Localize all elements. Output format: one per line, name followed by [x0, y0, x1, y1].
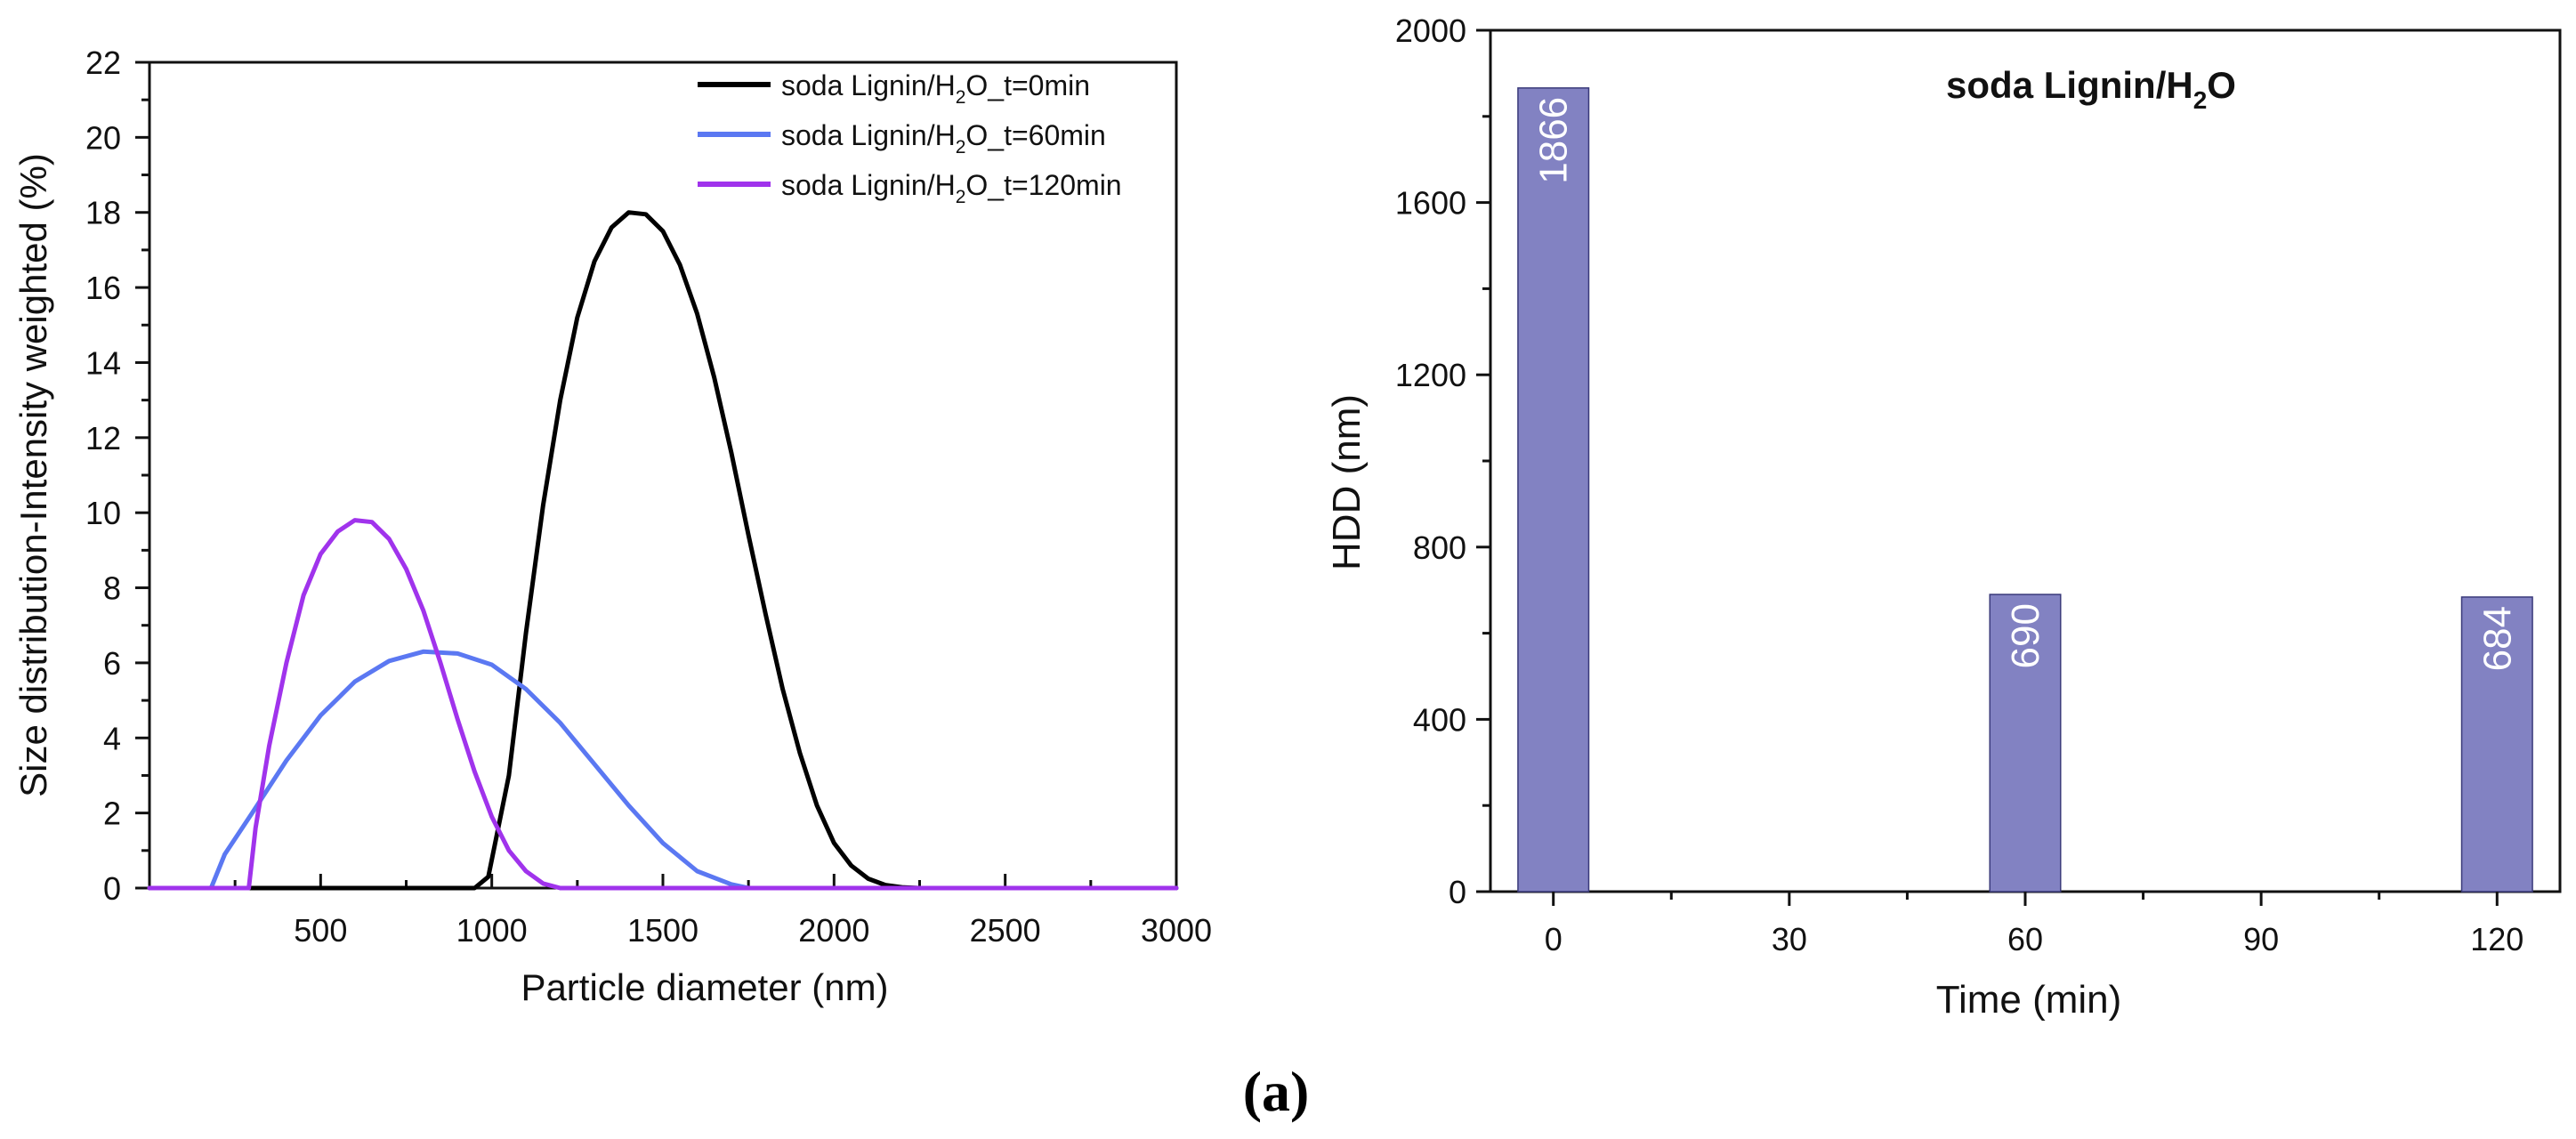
bar-value-label-3: 684	[2475, 606, 2519, 671]
x-tick-label: 1000	[456, 912, 528, 949]
x-axis-label: Time (min)	[1936, 978, 2122, 1022]
y-tick-label: 20	[85, 119, 121, 156]
figure-caption: (a)	[1243, 1060, 1310, 1123]
y-tick-label: 14	[85, 344, 121, 381]
size-distribution-chart: 500 1000 1500 2000 2500 3000 0 2 4 6 8 10 12 14 16 18 20…	[12, 44, 1212, 1008]
x-tick-label: 120	[2470, 921, 2524, 957]
y-tick-label: 1600	[1395, 185, 1466, 222]
x-tick-label: 2000	[798, 912, 869, 949]
legend-label-1: soda Lignin/H2O_t=0min	[781, 69, 1090, 108]
y-axis-label: Size distribution-Intensity weighted (%)	[12, 153, 54, 797]
y-tick-label: 1200	[1395, 357, 1466, 393]
y-tick-label: 16	[85, 270, 121, 306]
x-tick-label: 500	[294, 912, 347, 949]
y-tick-label: 0	[103, 870, 121, 907]
x-axis-label: Particle diameter (nm)	[521, 966, 888, 1008]
y-tick-label: 4	[103, 720, 121, 756]
y-tick-label: 2	[103, 796, 121, 832]
y-axis-label: HDD (nm)	[1325, 394, 1369, 570]
series-lines	[147, 210, 1179, 891]
chart-title: soda Lignin/H2O	[1946, 64, 2236, 114]
y-tick-label: 2000	[1395, 12, 1466, 49]
series-line-1	[147, 210, 1179, 891]
x-tick-label: 90	[2243, 921, 2279, 957]
bar-1	[1517, 87, 1590, 893]
x-tick-label: 60	[2007, 921, 2043, 957]
bar-2	[1989, 594, 2062, 893]
bar-value-label-1: 1866	[1532, 97, 1576, 184]
axis-ticks: 500 1000 1500 2000 2500 3000 0 2 4 6 8 10 12 14 16 18 20…	[85, 44, 1212, 949]
y-tick-label: 12	[85, 420, 121, 456]
x-tick-label: 0	[1545, 921, 1563, 957]
series-line-3	[147, 518, 1179, 891]
legend-label-3: soda Lignin/H2O_t=120min	[781, 169, 1122, 207]
y-tick-label: 8	[103, 570, 121, 607]
y-tick-label: 18	[85, 195, 121, 231]
x-tick-label: 3000	[1141, 912, 1212, 949]
y-tick-label: 800	[1413, 529, 1466, 566]
bar-value-label-2: 690	[2004, 603, 2047, 668]
y-tick-label: 10	[85, 495, 121, 531]
y-tick-label: 0	[1449, 874, 1466, 910]
y-tick-label: 400	[1413, 701, 1466, 738]
y-tick-label: 6	[103, 645, 121, 682]
x-tick-label: 1500	[627, 912, 699, 949]
bars: 1866 690 684	[1517, 87, 2533, 893]
y-tick-label: 22	[85, 44, 121, 81]
bar-3	[2460, 596, 2533, 893]
legend-label-2: soda Lignin/H2O_t=60min	[781, 119, 1106, 158]
x-tick-label: 2500	[970, 912, 1041, 949]
x-tick-label: 30	[1772, 921, 1807, 957]
